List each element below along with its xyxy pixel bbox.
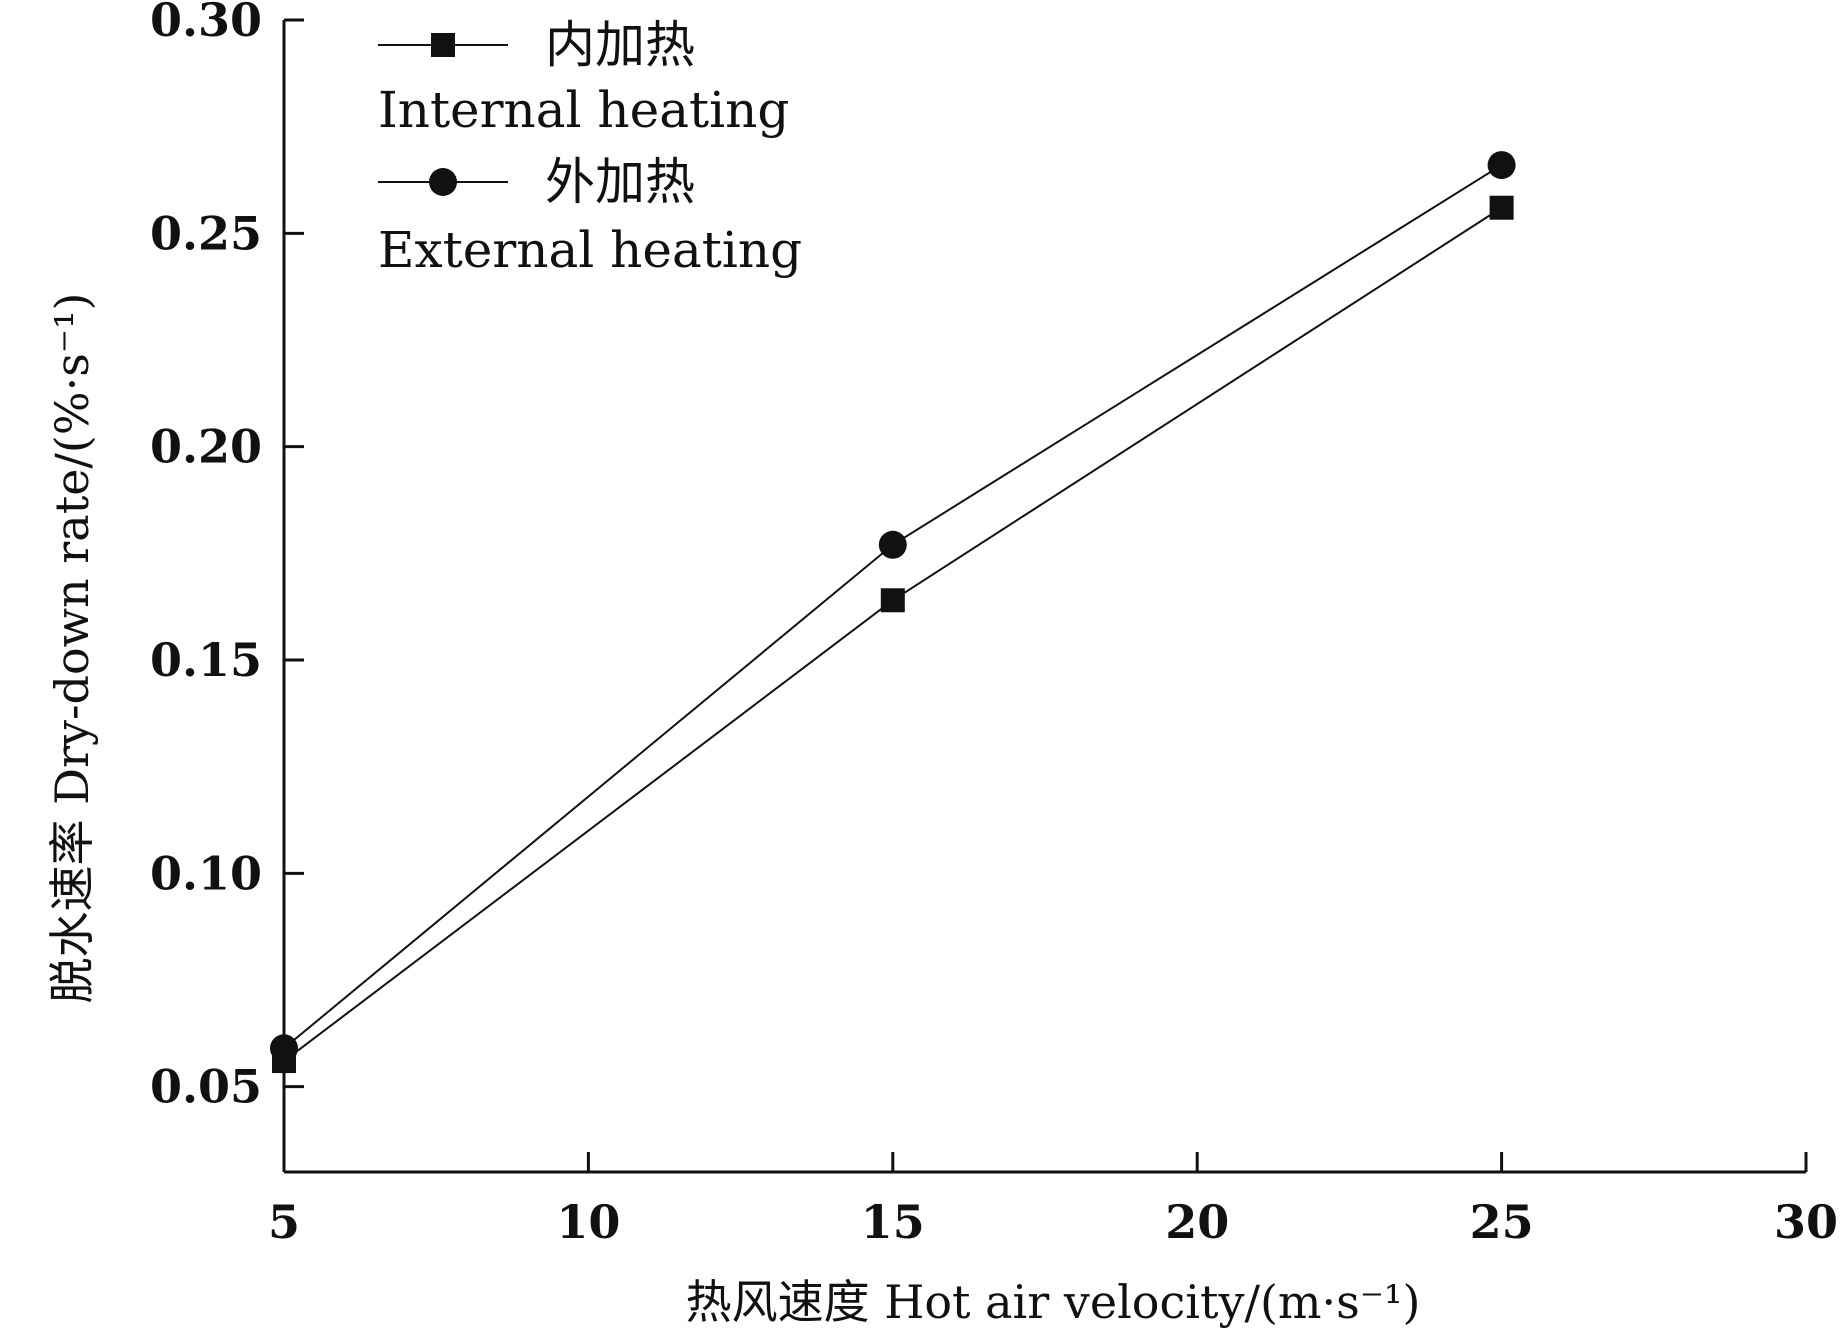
data-point-square bbox=[880, 588, 905, 613]
y-tick-label: 0.15 bbox=[150, 633, 262, 687]
data-point-circle bbox=[878, 530, 907, 559]
x-tick-label: 25 bbox=[1470, 1195, 1534, 1249]
x-tick-label: 5 bbox=[268, 1195, 300, 1249]
x-tick-label: 30 bbox=[1774, 1195, 1838, 1249]
legend-marker-square bbox=[431, 33, 455, 57]
data-point-circle bbox=[270, 1034, 298, 1063]
legend-label-cn: 内加热 bbox=[545, 16, 695, 74]
x-tick-label: 20 bbox=[1165, 1195, 1229, 1249]
y-tick-label: 0.10 bbox=[150, 846, 262, 900]
legend-label-cn: 外加热 bbox=[545, 153, 695, 211]
legend-marker-circle bbox=[429, 168, 457, 196]
axes bbox=[282, 20, 1806, 1174]
x-tick-label: 10 bbox=[556, 1195, 620, 1249]
y-axis-title: 脱水速率 Dry-down rate/(%·s⁻¹) bbox=[45, 293, 99, 1004]
y-tick-label: 0.05 bbox=[150, 1060, 262, 1114]
series-layer bbox=[270, 151, 1516, 1074]
axis-ticks: 5 10 15 20 25 30 0.05 0.10 0.15 0.20 0.25 0.30 bbox=[150, 0, 1838, 1249]
legend: 内加热 Internal heating 外加热 External heating bbox=[378, 16, 802, 279]
y-tick-label: 0.25 bbox=[150, 206, 262, 260]
legend-label-en: Internal heating bbox=[378, 81, 789, 139]
y-tick-label: 0.20 bbox=[150, 420, 262, 474]
data-point-square bbox=[1489, 195, 1514, 220]
y-tick-label: 0.30 bbox=[150, 0, 262, 47]
x-axis-title: 热风速度 Hot air velocity/(m·s⁻¹) bbox=[686, 1275, 1421, 1329]
legend-label-en: External heating bbox=[378, 221, 802, 279]
data-point-circle bbox=[1487, 151, 1516, 180]
series-line bbox=[283, 206, 1503, 1062]
x-tick-label: 15 bbox=[861, 1195, 925, 1249]
